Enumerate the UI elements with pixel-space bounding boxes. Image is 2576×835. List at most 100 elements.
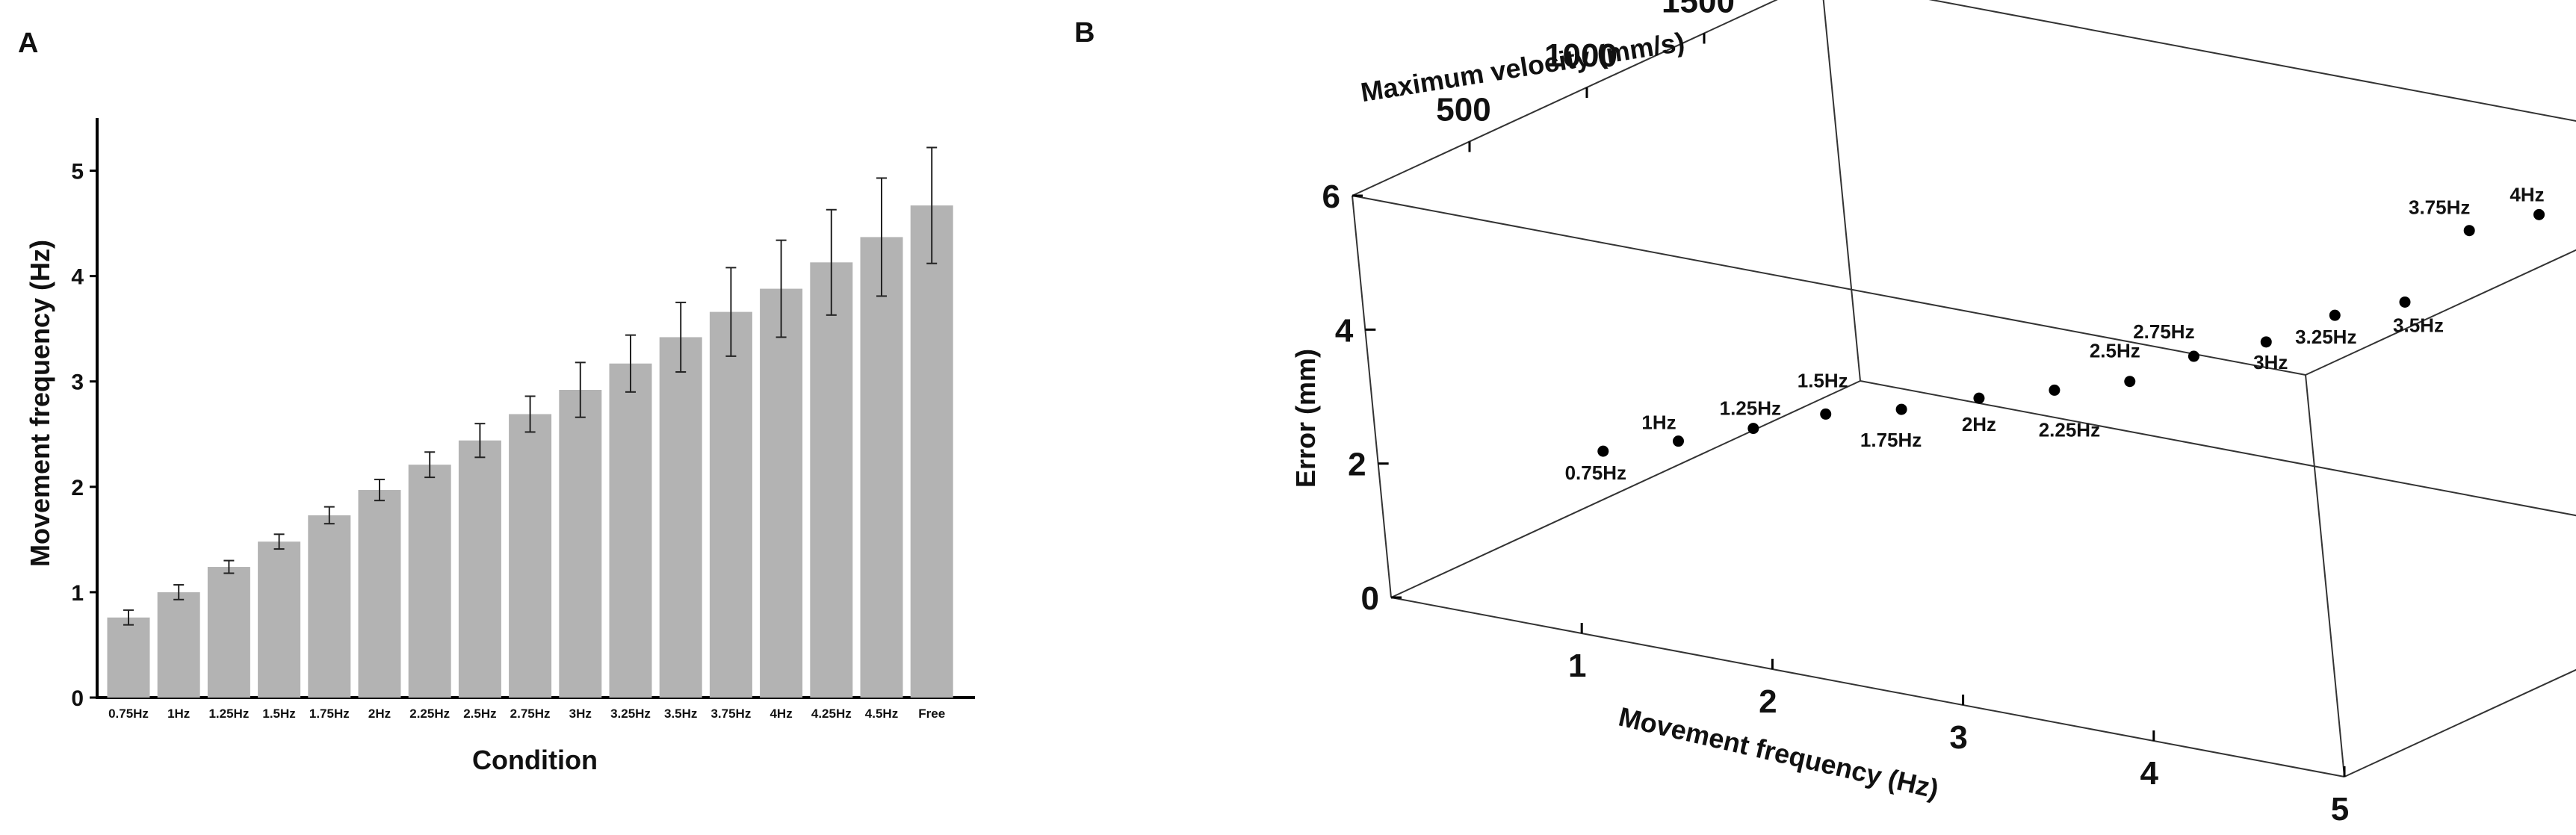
- point-0.75Hz: [1597, 445, 1609, 457]
- bar-4Hz: [760, 288, 803, 698]
- x-tick-label: 5: [2331, 791, 2349, 828]
- point-2.75Hz: [2188, 350, 2199, 362]
- bar-y-tick-label: 3: [71, 370, 84, 395]
- scatter3d-points: 0.75Hz 1Hz 1.25Hz 1.5Hz 1.75Hz 2Hz 2.25Hz 2.5Hz…: [1565, 183, 2545, 484]
- point-label: 1.5Hz: [1798, 369, 1848, 391]
- box-edge: [1352, 195, 2306, 376]
- point-3.25Hz: [2329, 309, 2341, 321]
- bar-x-axis-title: Condition: [472, 745, 598, 775]
- x-tick-label: 1: [1568, 648, 1586, 684]
- bar-3Hz: [559, 390, 602, 698]
- point-4Hz: [2533, 208, 2545, 220]
- y-tick-label: 1000: [1544, 37, 1617, 74]
- point-label: 0.75Hz: [1565, 462, 1626, 484]
- x-tick-label: 3: [1949, 719, 1967, 756]
- box-edge: [1390, 597, 2345, 777]
- x-tick-label: 2: [1759, 683, 1777, 720]
- point-label: 1Hz: [1641, 412, 1676, 434]
- point-label: 3.75Hz: [2409, 196, 2470, 219]
- bar-4.5Hz: [860, 237, 903, 698]
- bar-y-tick-label: 0: [71, 686, 84, 711]
- point-1.75Hz: [1895, 403, 1907, 415]
- point-3.5Hz: [2399, 296, 2411, 308]
- point-label: 3.25Hz: [2295, 326, 2356, 348]
- z-tick-label: 0: [1361, 580, 1379, 617]
- bar-x-tick-label: 4.5Hz: [865, 707, 898, 721]
- box-edge: [1928, 0, 2576, 122]
- point-label: 4Hz: [2510, 183, 2544, 205]
- bar-x-tick-label: 1.5Hz: [262, 707, 295, 721]
- scatter3d-y-axis-title: Maximum velocity (mm/s): [1358, 26, 1686, 108]
- bar-x-tick-label: 3.25Hz: [610, 707, 651, 721]
- panel-label-a: A: [18, 28, 38, 59]
- box-edge: [1390, 380, 1861, 598]
- panel-label-b: B: [1074, 17, 1095, 49]
- point-label: 1.25Hz: [1720, 397, 1781, 420]
- scatter3d-x-axis-title: Movement frequency (Hz): [1616, 701, 1942, 804]
- bar-2.5Hz: [458, 440, 501, 698]
- bar-3.25Hz: [609, 363, 652, 698]
- bar-x-tick-label: 3.75Hz: [710, 707, 751, 721]
- point-label: 3Hz: [2253, 351, 2288, 373]
- point-3.75Hz: [2463, 225, 2475, 237]
- bar-2.25Hz: [408, 465, 451, 698]
- bar-y-tick-label: 5: [71, 160, 84, 184]
- bar-x-tick-label: 3.5Hz: [664, 707, 697, 721]
- point-label: 2.25Hz: [2039, 418, 2100, 441]
- x-tick-label: 4: [2140, 755, 2159, 792]
- bar-x-tick-label: 2Hz: [368, 707, 391, 721]
- point-2.5Hz: [2124, 376, 2136, 388]
- bar-y-tick-label: 4: [71, 265, 84, 290]
- bar-3.5Hz: [659, 337, 702, 698]
- point-1.5Hz: [1820, 408, 1832, 420]
- bar-4.25Hz: [810, 262, 853, 698]
- y-tick-label: 1500: [1662, 0, 1735, 20]
- z-tick-label: 6: [1322, 179, 1340, 215]
- bar-x-tick-label: 1.25Hz: [208, 707, 249, 721]
- point-label: 2.75Hz: [2133, 320, 2194, 343]
- box-edge: [2305, 374, 2345, 777]
- bar-2Hz: [358, 490, 401, 698]
- y-tick-label: 500: [1436, 92, 1490, 128]
- bar-Free: [910, 205, 953, 698]
- bar-1.75Hz: [308, 515, 351, 698]
- point-label: 3.5Hz: [2393, 314, 2444, 336]
- box-edge: [1860, 380, 2576, 517]
- bar-3.75Hz: [709, 311, 752, 698]
- point-2Hz: [1973, 392, 1985, 404]
- bar-x-tick-label: 1Hz: [167, 707, 190, 721]
- bar-x-tick-label: 1.75Hz: [309, 707, 350, 721]
- point-label: 2Hz: [1962, 413, 1996, 435]
- bar-y-axis-title: Movement frequency (Hz): [25, 240, 55, 567]
- bar-1.5Hz: [258, 541, 301, 698]
- bar-x-tick-label: 4Hz: [770, 707, 792, 721]
- bar-x-tick-label: 3Hz: [569, 707, 592, 721]
- bar-2.75Hz: [509, 414, 552, 698]
- z-tick-label: 2: [1348, 447, 1366, 483]
- point-1.25Hz: [1747, 423, 1759, 435]
- bar-y-tick-label: 1: [71, 581, 84, 606]
- bar-x-tick-label: Free: [918, 707, 945, 721]
- scatter3d-box: 123455001000150020000246: [1322, 0, 2576, 828]
- bar-chart: 0 1 2 3 4 5 0.75Hz 1Hz 1.25Hz 1.5Hz 1.75Hz 2Hz 2.25H…: [71, 118, 975, 721]
- bar-0.75Hz: [107, 617, 150, 698]
- point-1Hz: [1672, 435, 1684, 447]
- point-2.25Hz: [2049, 384, 2061, 396]
- bar-1Hz: [157, 592, 200, 698]
- box-edge: [1822, 0, 1861, 382]
- box-edge: [2344, 668, 2576, 777]
- bar-x-tick-label: 4.25Hz: [811, 707, 852, 721]
- point-label: 2.5Hz: [2090, 340, 2140, 362]
- point-3Hz: [2260, 336, 2272, 348]
- scatter3d-z-axis-title: Error (mm): [1290, 349, 1321, 488]
- bar-x-tick-label: 2.5Hz: [463, 707, 496, 721]
- bar-x-tick-label: 2.25Hz: [409, 707, 450, 721]
- bar-x-tick-label: 2.75Hz: [510, 707, 551, 721]
- box-edge: [1352, 195, 1392, 598]
- box-edge: [2305, 249, 2576, 376]
- bar-y-tick-label: 2: [71, 476, 84, 500]
- bar-x-tick-label: 0.75Hz: [108, 707, 149, 721]
- z-tick-label: 4: [1335, 312, 1354, 349]
- bar-1.25Hz: [207, 567, 250, 698]
